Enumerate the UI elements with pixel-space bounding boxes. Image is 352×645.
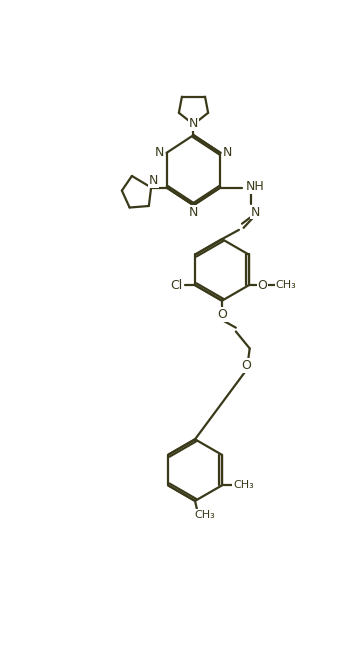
Text: Cl: Cl	[171, 279, 183, 292]
Text: O: O	[217, 308, 227, 321]
Text: O: O	[241, 359, 251, 372]
Text: NH: NH	[246, 180, 264, 194]
Text: CH₃: CH₃	[195, 510, 215, 520]
Text: N: N	[189, 206, 198, 219]
Text: CH₃: CH₃	[233, 481, 254, 490]
Text: N: N	[250, 206, 260, 219]
Text: N: N	[155, 146, 164, 159]
Text: CH₃: CH₃	[275, 281, 296, 290]
Text: N: N	[149, 174, 158, 187]
Text: N: N	[189, 117, 198, 130]
Text: O: O	[258, 279, 268, 292]
Text: N: N	[223, 146, 232, 159]
